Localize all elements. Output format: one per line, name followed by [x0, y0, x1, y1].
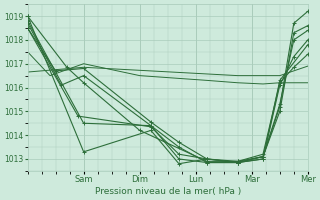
X-axis label: Pression niveau de la mer( hPa ): Pression niveau de la mer( hPa ) — [95, 187, 241, 196]
